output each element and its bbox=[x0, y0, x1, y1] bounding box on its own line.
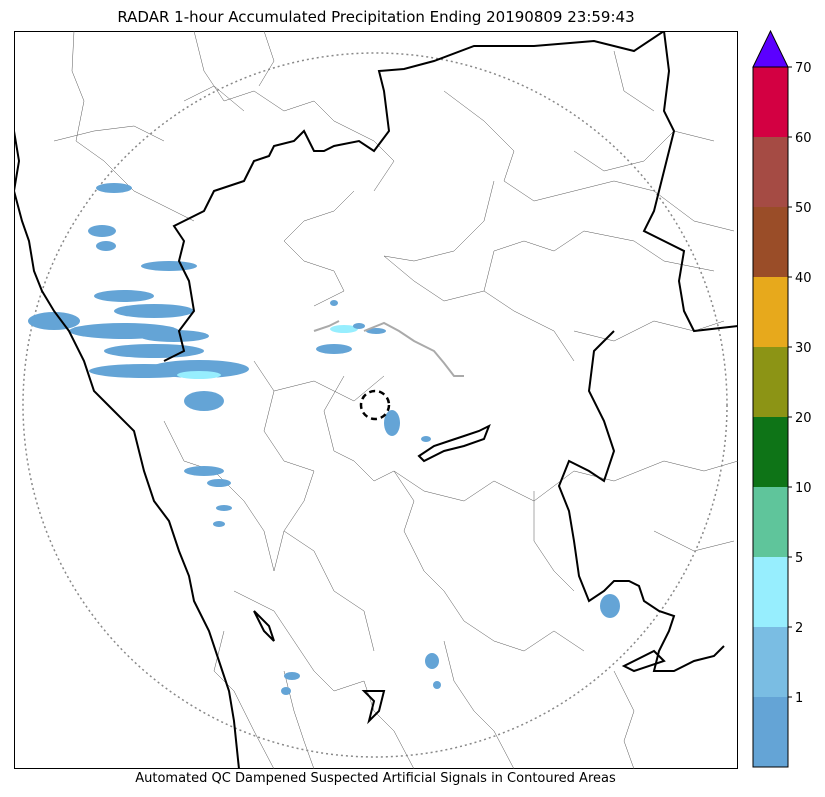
colorbar-band bbox=[753, 557, 788, 627]
colorbar-band bbox=[753, 137, 788, 207]
radar-map[interactable] bbox=[14, 31, 738, 769]
map-footer-note: Automated QC Dampened Suspected Artifici… bbox=[135, 771, 616, 786]
colorbar-tick-label: 60 bbox=[795, 131, 812, 146]
colorbar-tick-label: 20 bbox=[795, 411, 812, 426]
colorbar-tick-label: 50 bbox=[795, 201, 812, 216]
colorbar-tick-label: 70 bbox=[795, 61, 812, 76]
colorbar-band bbox=[753, 67, 788, 137]
radar-site-marker bbox=[359, 389, 391, 421]
colorbar-band bbox=[753, 487, 788, 557]
map-title: RADAR 1-hour Accumulated Precipitation E… bbox=[117, 8, 635, 26]
colorbar: 1 2 5 10 20 30 40 50 60 70 bbox=[752, 29, 812, 768]
colorbar-band bbox=[753, 207, 788, 277]
radar-range-ring bbox=[22, 52, 728, 758]
colorbar-extend-arrow bbox=[752, 29, 789, 68]
state-boundaries bbox=[14, 31, 738, 769]
colorbar-tick-label: 10 bbox=[795, 481, 812, 496]
suspected-artificial-signals bbox=[313, 320, 464, 377]
colorbar-band bbox=[753, 347, 788, 417]
colorbar-band bbox=[753, 277, 788, 347]
colorbar-tick-label: 5 bbox=[795, 551, 803, 566]
colorbar-tick-label: 40 bbox=[795, 271, 812, 286]
map-frame bbox=[14, 31, 738, 769]
colorbar-tick-label: 2 bbox=[795, 621, 803, 636]
precipitation-echoes bbox=[28, 183, 620, 695]
district-boundaries bbox=[53, 31, 738, 769]
colorbar-band bbox=[753, 627, 788, 697]
colorbar-band bbox=[753, 417, 788, 487]
colorbar-band bbox=[753, 697, 788, 767]
colorbar-tick-label: 30 bbox=[795, 341, 812, 356]
colorbar-tick-label: 1 bbox=[795, 691, 803, 706]
